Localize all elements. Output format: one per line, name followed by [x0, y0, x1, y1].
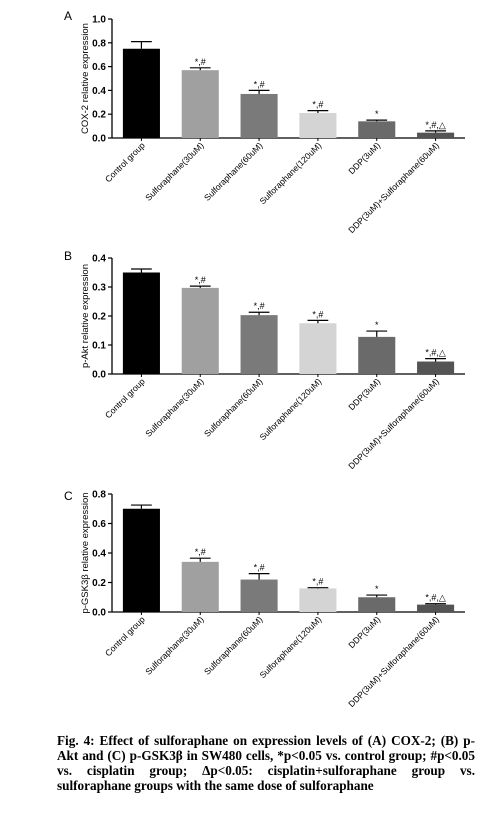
significance-annotation: *,# [195, 275, 206, 285]
bar [358, 597, 396, 612]
significance-annotation: *,# [254, 79, 265, 89]
x-tick-label: Sulforaphane(30uM) [143, 376, 206, 439]
bar [417, 361, 455, 374]
significance-annotation: * [375, 320, 379, 330]
bar [299, 588, 337, 612]
panel-label: C [64, 489, 73, 503]
significance-annotation: *,#,△ [425, 593, 446, 603]
significance-annotation: *,# [195, 57, 206, 67]
significance-annotation: *,# [195, 547, 206, 557]
x-tick-label: Sulforaphane(120uM) [257, 140, 323, 206]
bar [122, 48, 160, 138]
figure-caption: Fig. 4: Effect of sulforaphane on expres… [57, 733, 475, 793]
x-tick-label: DDP(3uM) [346, 614, 382, 650]
bar [181, 70, 219, 138]
significance-annotation: * [375, 584, 379, 594]
bar [181, 287, 219, 374]
y-tick-label: 0.4 [92, 86, 106, 97]
y-tick-label: 0.8 [92, 490, 106, 501]
y-tick-label: 0.4 [92, 254, 106, 265]
bar [122, 272, 160, 374]
x-tick-label: Sulforaphane(120uM) [257, 614, 323, 680]
x-tick-label: Sulforaphane(120uM) [257, 376, 323, 442]
bar [358, 121, 396, 138]
bar [417, 604, 455, 612]
y-tick-label: 0.0 [92, 134, 106, 145]
significance-annotation: * [375, 109, 379, 119]
significance-annotation: *,#,△ [425, 120, 446, 130]
y-tick-label: 0.4 [92, 549, 106, 560]
y-axis-label: p-Akt relative expression [80, 264, 91, 368]
y-tick-label: 0.6 [92, 519, 106, 530]
x-tick-label: Sulforaphane(60uM) [202, 614, 265, 677]
bar [122, 508, 160, 612]
x-tick-label: Control group [103, 376, 147, 420]
x-tick-label: Sulforaphane(30uM) [143, 140, 206, 203]
caption-text: Fig. 4: Effect of sulforaphane on expres… [57, 733, 475, 793]
significance-annotation: *,# [312, 100, 323, 110]
bar [240, 315, 278, 374]
bar [299, 323, 337, 374]
bar [417, 132, 455, 138]
panel-label: A [64, 9, 72, 23]
y-axis-label: p-GSK3β relative expression [80, 492, 91, 613]
chart-panel-a: A COX-2 relative expression 0.0 0.2 0.4 0.6 0.… [0, 0, 486, 240]
panel-label: B [64, 249, 72, 263]
x-tick-label: DDP(3uM) [346, 140, 382, 176]
bar [240, 93, 278, 138]
y-tick-label: 0.2 [92, 110, 106, 121]
bar [358, 336, 396, 374]
x-tick-label: DDP(3uM) [346, 376, 382, 412]
significance-annotation: *,# [254, 301, 265, 311]
y-tick-label: 0.2 [92, 312, 106, 323]
y-tick-label: 0.0 [92, 370, 106, 381]
y-tick-label: 0.1 [92, 341, 106, 352]
x-tick-label: Sulforaphane(60uM) [202, 140, 265, 203]
y-tick-label: 0.8 [92, 38, 106, 49]
y-axis-label: COX-2 relative expression [80, 23, 91, 134]
bar [181, 561, 219, 612]
y-tick-label: 0.2 [92, 578, 106, 589]
y-tick-label: 0.0 [92, 608, 106, 619]
y-tick-label: 1.0 [92, 15, 106, 26]
x-tick-label: Control group [103, 614, 147, 658]
x-tick-label: Sulforaphane(60uM) [202, 376, 265, 439]
bar [299, 113, 337, 138]
y-tick-label: 0.3 [92, 283, 106, 294]
x-tick-label: Sulforaphane(30uM) [143, 614, 206, 677]
significance-annotation: *,#,△ [425, 348, 446, 358]
significance-annotation: *,# [254, 563, 265, 573]
significance-annotation: *,# [312, 577, 323, 587]
significance-annotation: *,# [312, 309, 323, 319]
bar [240, 579, 278, 612]
x-tick-label: Control group [103, 140, 147, 184]
y-tick-label: 0.6 [92, 62, 106, 73]
